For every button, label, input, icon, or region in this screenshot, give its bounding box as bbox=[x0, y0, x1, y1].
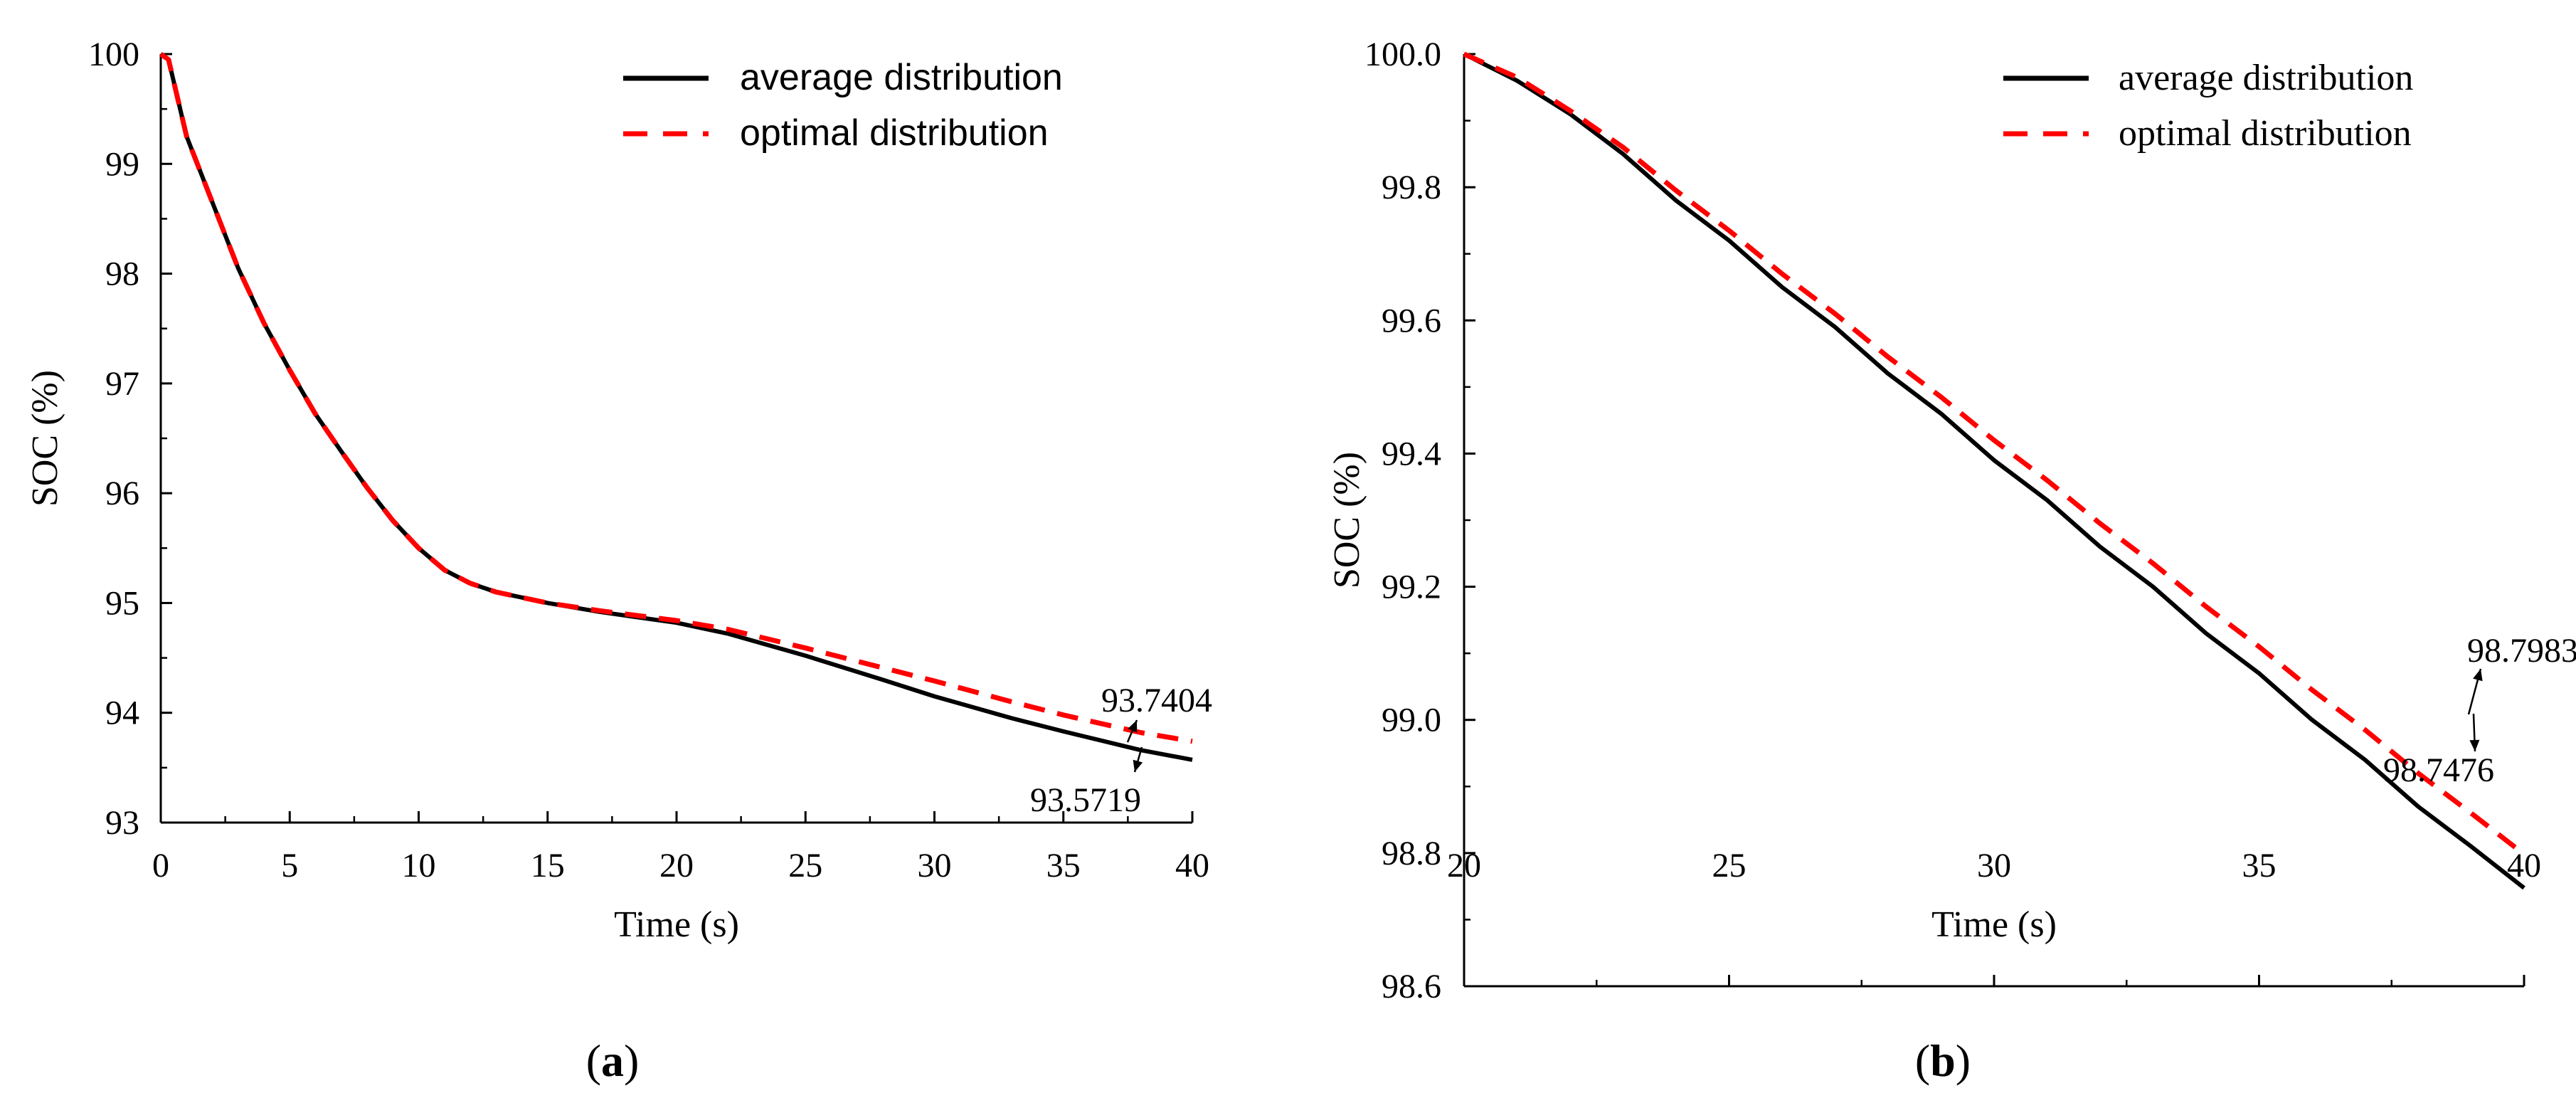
y-tick-label: 96 bbox=[105, 475, 139, 512]
y-tick-label: 100.0 bbox=[1364, 36, 1441, 73]
series-line-average bbox=[1463, 52, 2525, 890]
x-tick-label: 20 bbox=[1447, 847, 1481, 884]
chart-panel-b: 98.6 98.8 99.0 99.2 99.4 99.6 99.8 100.0 20 25 30 3… bbox=[1327, 36, 2576, 1086]
x-tick-label: 10 bbox=[402, 847, 436, 884]
x-tick-label: 0 bbox=[152, 847, 169, 884]
annotation-arrowhead bbox=[1133, 759, 1143, 772]
annotation-arrowhead bbox=[1128, 720, 1138, 733]
x-tick-label: 20 bbox=[659, 847, 694, 884]
x-axis-title: Time (s) bbox=[614, 904, 739, 945]
legend-label: optimal distribution bbox=[2119, 113, 2412, 154]
y-tick-label: 95 bbox=[105, 584, 139, 622]
x-tick-label: 5 bbox=[281, 847, 298, 884]
legend: average distribution optimal distribution bbox=[2003, 58, 2413, 154]
x-tick-label: 25 bbox=[788, 847, 822, 884]
chart-panel-a: 93 94 95 96 97 98 99 100 0 5 10 15 20 25 30 35 40 Time (s… bbox=[25, 36, 1212, 1086]
annotation-label: 93.7404 bbox=[1101, 682, 1212, 719]
y-tick-label: 99.4 bbox=[1382, 435, 1441, 472]
x-tick-label: 15 bbox=[531, 847, 565, 884]
annotation-arrowhead bbox=[2473, 669, 2483, 682]
annotation-label: 98.7476 bbox=[2383, 751, 2494, 789]
y-tick-label: 99.0 bbox=[1382, 702, 1441, 739]
legend-label: optimal distribution bbox=[740, 112, 1049, 154]
x-tick-label: 35 bbox=[1046, 847, 1081, 884]
series-line-optimal bbox=[1463, 51, 2526, 857]
panel-label-close-paren: ) bbox=[624, 1035, 639, 1086]
y-tick-label: 98.8 bbox=[1382, 835, 1441, 872]
y-tick-label: 100 bbox=[88, 36, 139, 73]
y-axis-title: SOC (%) bbox=[1327, 452, 1367, 588]
panel-label-open-paren: ( bbox=[586, 1035, 601, 1086]
y-tick-label: 99.8 bbox=[1382, 169, 1441, 206]
y-tick-label: 94 bbox=[105, 694, 139, 732]
y-tick-label: 93 bbox=[105, 804, 139, 842]
x-tick-label: 40 bbox=[1175, 847, 1209, 884]
x-tick-label: 30 bbox=[918, 847, 952, 884]
series-line-average bbox=[159, 52, 1193, 762]
annotation-label: 98.7983 bbox=[2467, 632, 2576, 670]
legend: average distribution optimal distribution bbox=[623, 57, 1063, 154]
panel-label-letter: b bbox=[1930, 1035, 1956, 1086]
panel-label-letter: a bbox=[601, 1035, 624, 1086]
series-line-optimal bbox=[159, 52, 1193, 744]
x-tick-label: 35 bbox=[2242, 847, 2276, 884]
y-axis-title: SOC (%) bbox=[25, 370, 65, 507]
x-axis-title: Time (s) bbox=[1931, 904, 2057, 945]
y-tick-label: 97 bbox=[105, 365, 139, 403]
y-tick-label: 99.6 bbox=[1382, 302, 1441, 339]
panel-label-close-paren: ) bbox=[1956, 1035, 1971, 1086]
y-tick-label: 99.2 bbox=[1382, 569, 1441, 606]
annotation-label: 93.5719 bbox=[1030, 781, 1141, 819]
x-tick-label: 30 bbox=[1977, 847, 2011, 884]
panel-label: (a) bbox=[586, 1035, 640, 1086]
panel-label: (b) bbox=[1915, 1035, 1971, 1086]
legend-label: average distribution bbox=[2119, 58, 2413, 98]
legend-label: average distribution bbox=[740, 57, 1063, 98]
annotation-arrowhead bbox=[2469, 739, 2480, 751]
y-tick-label: 99 bbox=[105, 145, 139, 183]
y-tick-label: 98.6 bbox=[1382, 968, 1441, 1005]
y-tick-label: 98 bbox=[105, 255, 139, 293]
panel-label-open-paren: ( bbox=[1915, 1035, 1930, 1086]
x-tick-label: 25 bbox=[1712, 847, 1747, 884]
